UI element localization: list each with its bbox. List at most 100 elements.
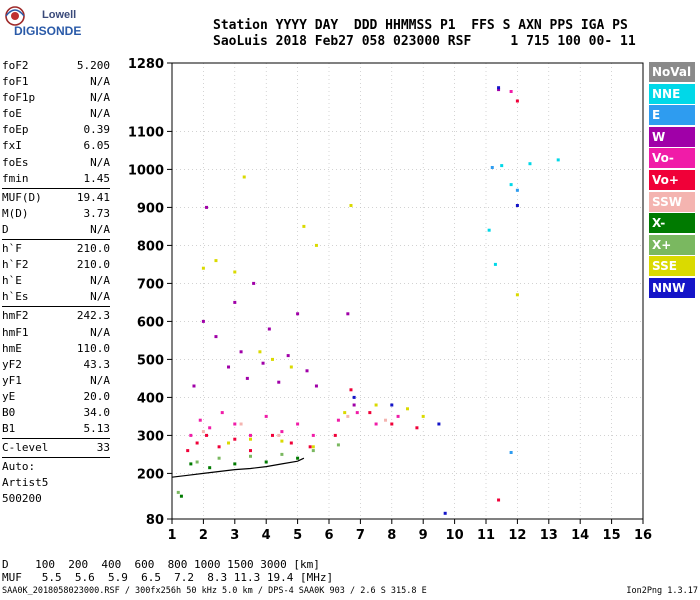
echo-point xyxy=(349,388,353,392)
echo-point xyxy=(249,433,252,437)
plot-border xyxy=(171,62,644,520)
x-tick-label: 6 xyxy=(324,528,333,543)
param-row: hmE 110.0 xyxy=(2,341,110,357)
x-tick-label: 4 xyxy=(262,528,271,543)
y-tick-label: 200 xyxy=(137,467,164,482)
echo-point xyxy=(349,204,353,207)
echo-point xyxy=(333,433,337,437)
echo-point xyxy=(528,162,532,166)
echo-point xyxy=(415,426,419,430)
echo-point xyxy=(311,445,315,449)
c-level-row: C-level 33 xyxy=(2,440,110,456)
param-row: foEp 0.39 xyxy=(2,122,110,138)
param-value: N/A xyxy=(90,325,110,339)
param-key: foF2 xyxy=(2,59,29,72)
echo-point xyxy=(189,433,193,437)
param-key: foF1 xyxy=(2,75,29,89)
param-key: foF1p xyxy=(2,91,36,105)
param-row: B0 34.0 xyxy=(2,405,110,421)
echo-point xyxy=(249,454,252,458)
echo-point xyxy=(343,411,347,415)
echo-point xyxy=(490,166,494,169)
legend-item-nnw: NNW xyxy=(649,277,695,298)
echo-point xyxy=(500,164,504,168)
echo-point xyxy=(242,175,246,179)
param-row: foF2 5.200 xyxy=(2,58,110,74)
echo-point xyxy=(261,361,265,365)
echo-point xyxy=(515,99,519,103)
c-level-value: 33 xyxy=(96,441,110,455)
param-row: D N/A xyxy=(2,222,110,238)
header-line-1: Station YYYY DAY DDD HHMMSS P1 FFS S AXN… xyxy=(213,18,628,33)
polarization-legend: NoVal NNE E W Vo- Vo+ SSW X- X+ SSE NNW xyxy=(649,62,695,300)
param-value: 6.05 xyxy=(83,139,111,153)
param-value: 5.13 xyxy=(83,422,111,436)
echo-point xyxy=(289,441,293,445)
c-level-key: C-level xyxy=(2,441,49,455)
series-nne xyxy=(487,158,560,266)
echo-points xyxy=(176,86,560,515)
param-row: MUF(D) 19.41 xyxy=(2,190,110,206)
param-value: N/A xyxy=(90,274,110,288)
param-value: 20.0 xyxy=(83,389,111,403)
echo-point xyxy=(205,205,209,209)
logo-line1: Lowell xyxy=(42,9,76,21)
echo-point xyxy=(280,430,284,434)
echo-point xyxy=(258,350,262,354)
echo-point xyxy=(374,422,378,426)
series-vo- xyxy=(189,90,513,437)
logo-mark xyxy=(5,6,25,26)
y-tick-label: 1000 xyxy=(128,163,164,178)
echo-point xyxy=(314,243,318,247)
series-w xyxy=(192,88,501,407)
param-value: 43.3 xyxy=(83,357,111,371)
param-key: h`Es xyxy=(2,290,29,304)
echo-point xyxy=(311,433,315,437)
param-key: B0 xyxy=(2,405,16,419)
muf-table: D 100 200 400 600 800 1000 1500 3000 [km… xyxy=(2,558,333,584)
param-row: h`Es N/A xyxy=(2,289,110,305)
param-row: foF1 N/A xyxy=(2,74,110,90)
echo-point xyxy=(201,430,205,434)
station-header: Station YYYY DAY DDD HHMMSS P1 FFS S AXN… xyxy=(213,18,636,50)
param-value: N/A xyxy=(90,373,110,387)
profile-trace xyxy=(171,457,305,478)
param-row: h`E N/A xyxy=(2,273,110,289)
echo-point xyxy=(233,422,237,426)
y-tick-label: 400 xyxy=(137,391,164,406)
echo-point xyxy=(302,224,306,228)
echo-point xyxy=(355,411,359,415)
series-nnw xyxy=(352,86,519,515)
param-key: foEs xyxy=(2,155,29,169)
echo-point xyxy=(264,460,268,464)
echo-point xyxy=(277,380,281,384)
echo-point xyxy=(252,281,256,285)
param-value: 5.200 xyxy=(76,59,110,72)
echo-point xyxy=(308,445,312,449)
series-e xyxy=(490,166,519,454)
distance-row: D 100 200 400 600 800 1000 1500 3000 [km… xyxy=(2,558,320,571)
param-value: 210.0 xyxy=(76,258,110,272)
param-row: M(D) 3.73 xyxy=(2,206,110,222)
echo-point xyxy=(346,312,350,316)
footer: SAA0K_2018058023000.RSF / 300fx256h 50 k… xyxy=(2,586,698,596)
echo-point xyxy=(189,462,193,466)
echo-point xyxy=(270,433,274,437)
param-value: 3.73 xyxy=(83,206,111,220)
param-group-heights: h`F 210.0 h`F2 210.0 h`E N/A h`Es N/A xyxy=(2,241,110,305)
y-tick-labels: 80 200 300 400 500 600 700 800 900 1000 1100 1280 xyxy=(128,57,164,528)
param-row: h`F2 210.0 xyxy=(2,257,110,273)
param-key: yF1 xyxy=(2,373,22,387)
echo-point xyxy=(217,456,221,460)
echo-point xyxy=(267,327,271,331)
param-key: MUF(D) xyxy=(2,190,42,204)
echo-point xyxy=(493,262,497,266)
echo-point xyxy=(179,494,183,498)
echo-point xyxy=(214,335,218,339)
y-tick-label: 900 xyxy=(137,201,164,216)
param-key: yF2 xyxy=(2,357,22,371)
x-tick-label: 7 xyxy=(356,528,365,543)
param-row: h`F 210.0 xyxy=(2,241,110,257)
y-tick-label: 80 xyxy=(146,513,164,528)
x-tick-label: 2 xyxy=(199,528,208,543)
